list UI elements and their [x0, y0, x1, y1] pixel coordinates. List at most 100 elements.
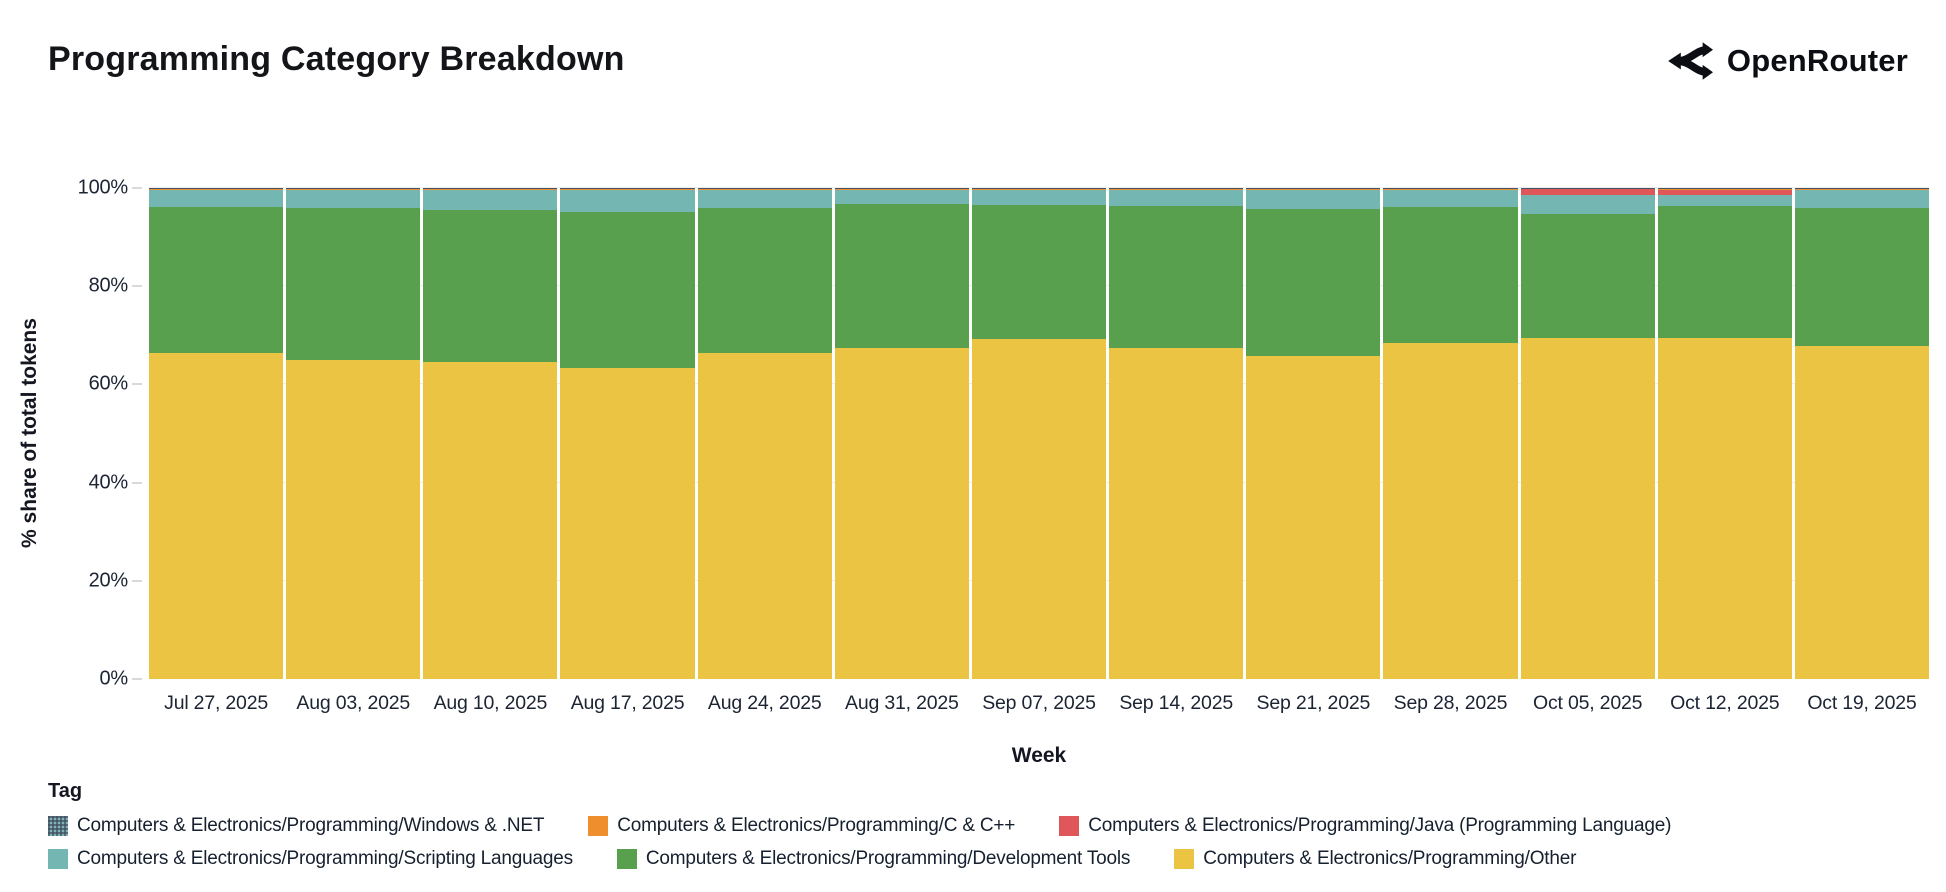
bar-segment — [1520, 338, 1655, 679]
y-tick-label: 80% — [88, 274, 129, 297]
bar-segment — [286, 189, 421, 209]
bar-segment — [1657, 337, 1792, 679]
bar-segment — [1383, 207, 1518, 343]
bar-segment — [1520, 194, 1655, 215]
bar-sep-28-2025 — [1383, 188, 1518, 679]
y-axis: 0% 20% 40% 60% 80% 100% — [0, 177, 142, 690]
bar-segment — [560, 368, 695, 679]
legend-label: Computers & Electronics/Programming/Scri… — [77, 848, 573, 869]
legend-swatch — [1174, 849, 1195, 869]
bar-segment — [1246, 355, 1381, 679]
legend-label: Computers & Electronics/Programming/Wind… — [77, 815, 545, 836]
bar-jul-27-2025 — [149, 188, 284, 679]
y-tick-mark — [132, 678, 142, 680]
y-tick-mark — [132, 579, 142, 582]
x-tick-label: Oct 05, 2025 — [1533, 692, 1643, 714]
bar-segment — [149, 352, 284, 679]
bar-segment — [1657, 206, 1792, 338]
page-title: Programming Category Breakdown — [48, 40, 625, 78]
bar-segment — [697, 353, 832, 679]
bar-sep-14-2025 — [1109, 188, 1244, 679]
bar-segment — [1794, 346, 1930, 679]
bar-segment — [697, 188, 832, 190]
legend-item: Computers & Electronics/Programming/Java… — [1059, 815, 1671, 837]
gridline — [149, 187, 1929, 188]
bar-segment — [697, 207, 832, 354]
legend-label: Computers & Electronics/Programming/C & … — [617, 815, 1016, 836]
legend-item: Computers & Electronics/Programming/Scri… — [48, 848, 573, 870]
legend-label: Computers & Electronics/Programming/Othe… — [1203, 848, 1577, 869]
legend-rows: Computers & Electronics/Programming/Wind… — [48, 815, 1928, 870]
legend-swatch — [48, 816, 68, 836]
legend-item: Computers & Electronics/Programming/Wind… — [48, 815, 544, 837]
bar-oct-19-2025 — [1794, 188, 1930, 679]
x-tick-label: Oct 19, 2025 — [1807, 692, 1917, 714]
x-axis: Jul 27, 2025 Aug 03, 2025 Aug 10, 2025 Aug … — [149, 692, 1929, 715]
bar-oct-12-2025 — [1657, 188, 1792, 679]
bar-segment — [834, 188, 969, 190]
y-tick-label: 20% — [88, 569, 129, 592]
x-tick-label: Oct 12, 2025 — [1670, 692, 1780, 714]
bar-segment — [1109, 206, 1244, 348]
bar-segment — [286, 359, 421, 679]
legend-swatch — [48, 849, 68, 869]
bar-oct-05-2025 — [1520, 188, 1655, 679]
y-tick-label: 60% — [88, 372, 129, 395]
bar-segment — [423, 209, 558, 362]
x-tick-label: Sep 21, 2025 — [1256, 692, 1371, 714]
bar-segment — [1246, 188, 1381, 190]
brand-label: OpenRouter — [1726, 43, 1908, 78]
bar-segment — [286, 208, 421, 360]
bar-segment — [834, 203, 969, 348]
legend-swatch — [1059, 816, 1080, 836]
bar-segment — [149, 188, 284, 190]
y-tick-mark — [132, 383, 142, 386]
legend-row: Computers & Electronics/Programming/Scri… — [48, 848, 1928, 870]
bar-segment — [286, 188, 421, 190]
bar-segment — [1657, 195, 1792, 207]
bar-segment — [971, 188, 1107, 190]
bar-segment — [149, 190, 284, 208]
y-tick-mark — [132, 285, 142, 288]
bar-segment — [423, 190, 558, 210]
brand-link[interactable]: OpenRouter — [1667, 38, 1908, 84]
y-tick-mark — [132, 481, 142, 484]
bar-segment — [423, 188, 558, 190]
bar-segment — [1246, 189, 1381, 209]
bar-segment — [149, 207, 284, 353]
bar-segment — [834, 347, 969, 679]
x-tick-label: Aug 31, 2025 — [845, 692, 959, 714]
y-tick-mark — [132, 187, 142, 189]
bar-sep-07-2025 — [971, 188, 1107, 679]
x-tick-label: Aug 17, 2025 — [570, 692, 685, 714]
bar-segment — [1657, 188, 1792, 190]
bar-segment — [971, 338, 1107, 679]
legend-label: Computers & Electronics/Programming/Java… — [1088, 815, 1672, 836]
bar-segment — [1109, 347, 1244, 679]
bar-aug-10-2025 — [423, 188, 558, 679]
bar-sep-21-2025 — [1246, 188, 1381, 679]
x-tick-label: Aug 03, 2025 — [296, 692, 411, 714]
legend-label: Computers & Electronics/Programming/Deve… — [645, 848, 1131, 869]
x-tick-label: Sep 28, 2025 — [1393, 692, 1508, 714]
x-tick-label: Aug 10, 2025 — [433, 692, 548, 714]
bar-segment — [1383, 342, 1518, 679]
bar-aug-03-2025 — [286, 188, 421, 679]
y-tick-label: 100% — [77, 176, 129, 199]
legend: Tag Computers & Electronics/Programming/… — [48, 780, 1928, 881]
bar-segment — [697, 189, 832, 208]
bar-segment — [1383, 188, 1518, 190]
bar-segment — [1794, 207, 1930, 347]
legend-item: Computers & Electronics/Programming/C & … — [588, 815, 1015, 837]
bar-segment — [1520, 189, 1655, 195]
legend-item: Computers & Electronics/Programming/Deve… — [616, 848, 1131, 870]
legend-item: Computers & Electronics/Programming/Othe… — [1174, 848, 1576, 870]
bar-segment — [1109, 189, 1244, 207]
bar-segment — [834, 189, 969, 204]
bar-segment — [560, 189, 695, 212]
x-tick-label: Sep 07, 2025 — [982, 692, 1096, 714]
bar-segment — [1246, 208, 1381, 356]
bar-aug-31-2025 — [834, 188, 969, 679]
openrouter-logo-icon — [1667, 38, 1713, 84]
